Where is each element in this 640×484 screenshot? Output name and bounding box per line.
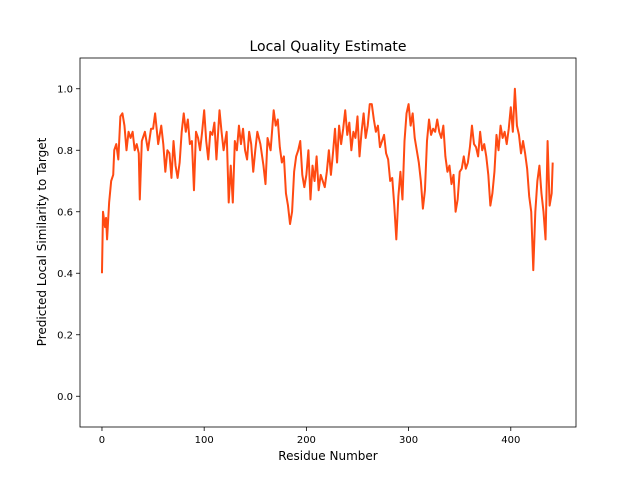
x-tick-label: 0 (99, 435, 105, 446)
y-tick-label: 0.8 (57, 146, 73, 157)
x-axis-label: Residue Number (278, 449, 377, 463)
x-tick-label: 200 (297, 435, 316, 446)
y-tick-label: 0.2 (57, 330, 73, 341)
x-tick-label: 100 (195, 435, 214, 446)
data-line (100, 87, 554, 274)
y-tick-label: 0.6 (57, 207, 73, 218)
y-tick-label: 0.0 (57, 392, 73, 403)
plot-frame (79, 57, 577, 428)
x-tick-label: 300 (399, 435, 418, 446)
y-axis-label: Predicted Local Similarity to Target (35, 137, 49, 346)
x-tick-label: 400 (501, 435, 520, 446)
chart-title: Local Quality Estimate (249, 39, 406, 55)
y-tick-label: 0.4 (57, 269, 73, 280)
y-tick-label: 1.0 (57, 84, 73, 95)
